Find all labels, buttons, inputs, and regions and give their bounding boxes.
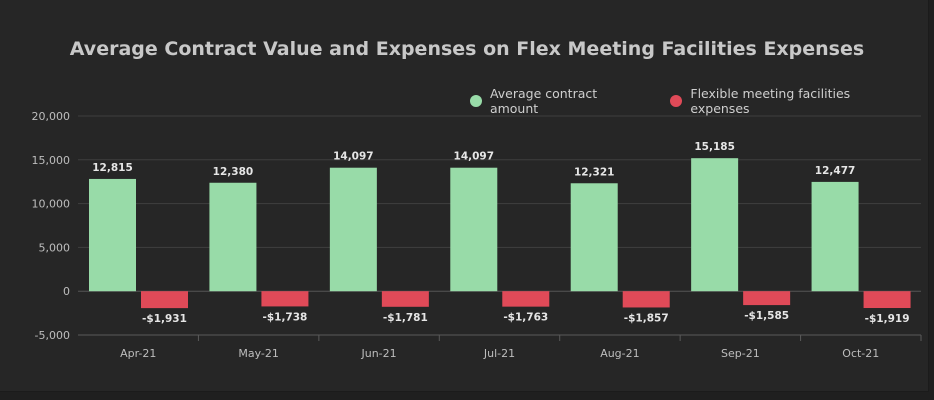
y-tick-label: 15,000 <box>32 154 71 167</box>
bar-expenses <box>141 291 188 309</box>
data-label-contract: 12,815 <box>92 162 133 174</box>
data-label-contract: 12,477 <box>815 165 856 177</box>
y-tick-label: -5,000 <box>35 329 70 342</box>
data-label-expenses: -$1,919 <box>865 313 910 325</box>
data-label-expenses: -$1,763 <box>503 312 548 324</box>
legend-item-contract[interactable]: Average contract amount <box>470 86 648 116</box>
x-tick-label: Jun-21 <box>360 347 396 360</box>
data-label-contract: 14,097 <box>454 151 495 163</box>
bar-expenses <box>261 291 309 307</box>
data-label-expenses: -$1,931 <box>142 313 187 325</box>
x-tick-label: Jul-21 <box>483 347 515 360</box>
bar-contract <box>570 183 618 292</box>
data-label-expenses: -$1,738 <box>262 311 307 323</box>
data-label-expenses: -$1,857 <box>624 312 669 324</box>
bar-expenses <box>622 291 670 308</box>
bar-contract <box>209 182 257 292</box>
bar-expenses <box>863 291 911 309</box>
bar-contract <box>691 158 739 292</box>
y-tick-label: 10,000 <box>32 198 71 211</box>
bar-contract <box>89 178 136 292</box>
legend-label-expenses: Flexible meeting facilities expenses <box>690 86 851 116</box>
data-label-contract: 14,097 <box>333 151 374 163</box>
data-label-expenses: -$1,585 <box>744 310 789 322</box>
x-tick-label: May-21 <box>238 347 279 360</box>
data-label-contract: 12,380 <box>213 166 254 178</box>
bar-expenses <box>381 291 429 307</box>
bar-contract <box>329 167 377 292</box>
x-tick-label: Sep-21 <box>721 347 760 360</box>
data-label-contract: 12,321 <box>574 166 615 178</box>
bar-contract <box>811 181 859 292</box>
x-tick-label: Apr-21 <box>120 347 156 360</box>
legend-swatch-contract <box>470 95 482 107</box>
bar-expenses <box>502 291 550 307</box>
bar-expenses <box>743 291 791 306</box>
y-tick-label: 20,000 <box>32 110 71 123</box>
data-label-contract: 15,185 <box>694 141 735 153</box>
chart-legend: Average contract amount Flexible meeting… <box>470 86 934 116</box>
legend-swatch-expenses <box>670 95 683 107</box>
data-label-expenses: -$1,781 <box>383 312 428 324</box>
y-tick-label: 0 <box>63 285 70 298</box>
bar-contract <box>450 167 498 292</box>
y-tick-label: 5,000 <box>39 241 71 254</box>
x-tick-label: Aug-21 <box>600 347 639 360</box>
chart-title: Average Contract Value and Expenses on F… <box>69 38 865 60</box>
legend-item-expenses[interactable]: Flexible meeting facilities expenses <box>670 86 912 116</box>
legend-label-contract: Average contract amount <box>489 86 598 116</box>
x-tick-label: Oct-21 <box>842 347 879 360</box>
